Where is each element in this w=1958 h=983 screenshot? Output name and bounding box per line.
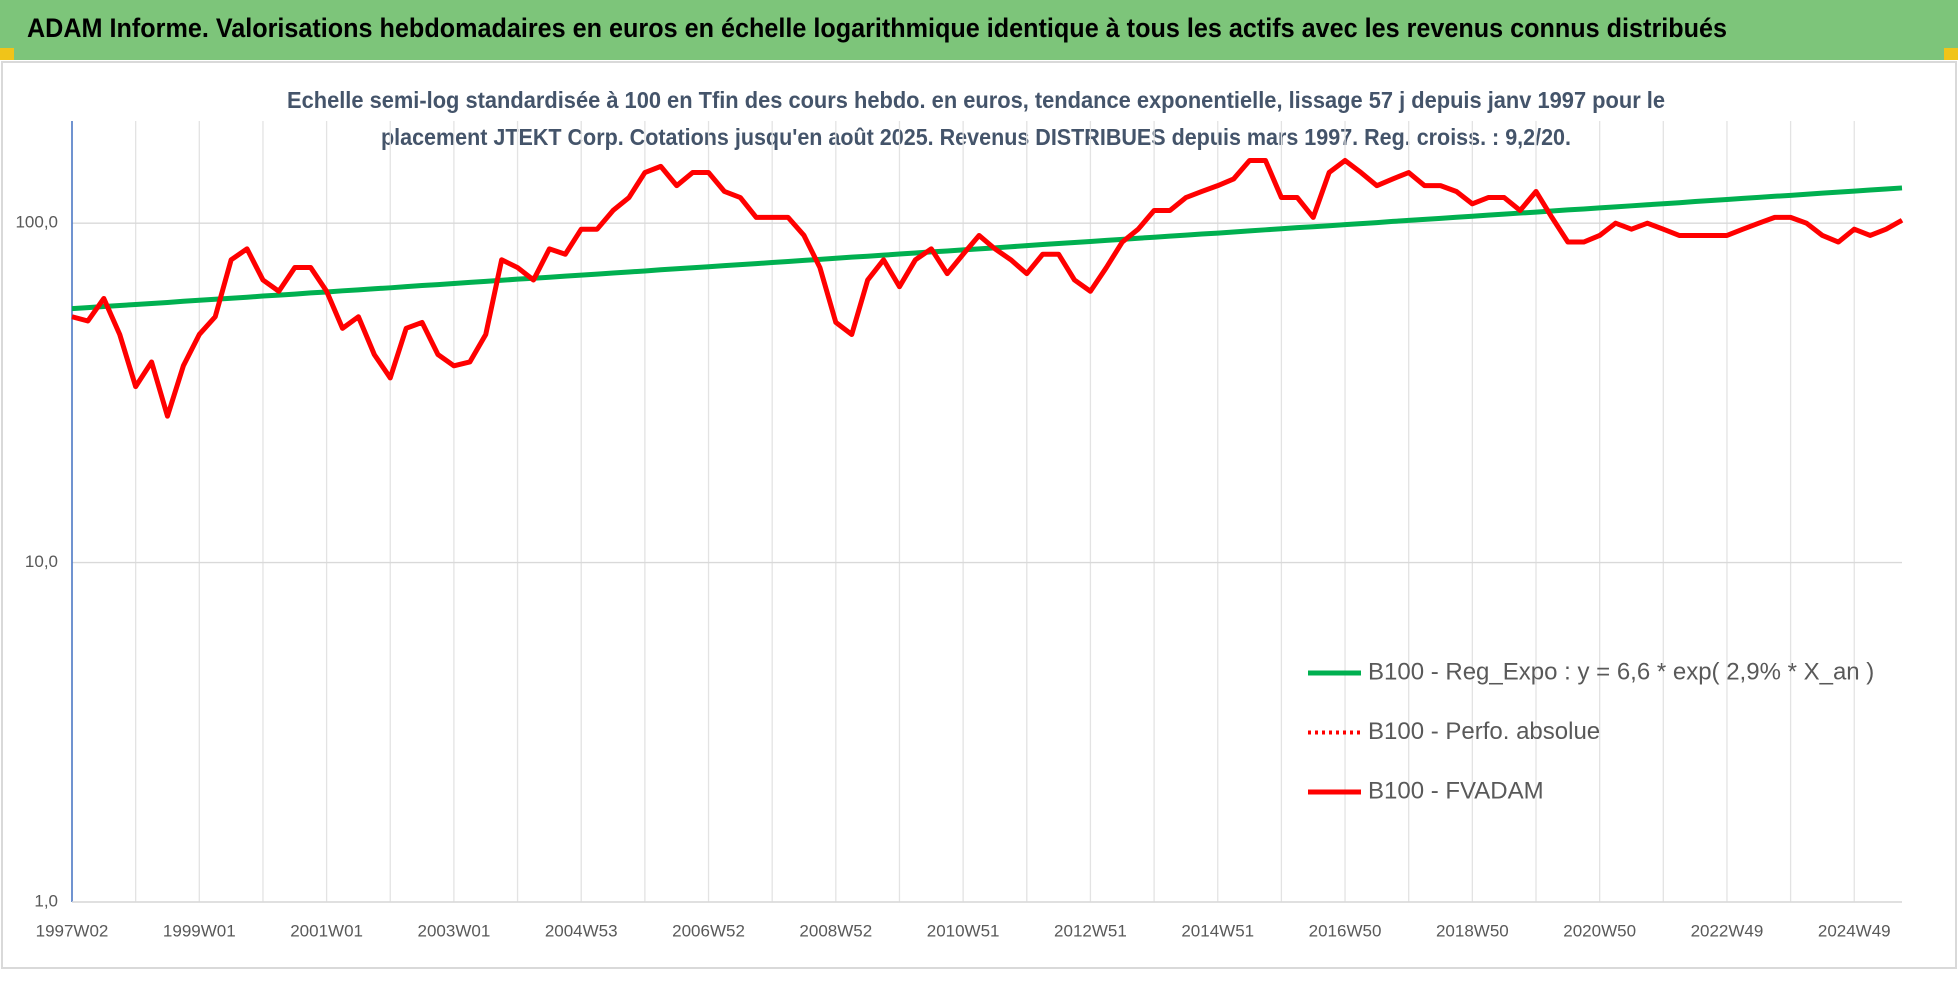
x-tick-label: 2004W53: [545, 921, 618, 940]
x-tick-label: 2020W50: [1563, 921, 1636, 940]
y-tick-label: 1,0: [34, 891, 58, 910]
legend-label: B100 - Perfo. absolue: [1368, 718, 1600, 745]
x-tick-label: 2012W51: [1054, 921, 1127, 940]
x-tick-label: 2008W52: [799, 921, 872, 940]
chart-title: ADAM Informe. Valorisations hebdomadaire…: [27, 13, 1727, 43]
y-tick-label: 10,0: [25, 552, 58, 571]
title-banner: [0, 0, 1958, 60]
legend-label: B100 - FVADAM: [1368, 777, 1544, 804]
x-tick-label: 1999W01: [163, 921, 236, 940]
x-tick-label: 2024W49: [1818, 921, 1891, 940]
corner-mark: [0, 48, 14, 60]
x-tick-label: 2006W52: [672, 921, 745, 940]
x-tick-label: 2010W51: [927, 921, 1000, 940]
x-tick-label: 2016W50: [1309, 921, 1382, 940]
corner-mark: [1944, 48, 1958, 60]
x-tick-label: 2014W51: [1181, 921, 1254, 940]
chart-subtitle: Echelle semi-log standardisée à 100 en T…: [287, 87, 1665, 113]
series-line: [71, 157, 1904, 419]
chart-subtitle: placement JTEKT Corp. Cotations jusqu'en…: [381, 124, 1571, 150]
x-tick-label: 2018W50: [1436, 921, 1509, 940]
x-tick-label: 2003W01: [418, 921, 491, 940]
chart-frame: [1, 61, 1957, 969]
y-tick-label: 100,0: [15, 213, 58, 232]
series-line: [71, 185, 1903, 312]
x-tick-label: 1997W02: [36, 921, 109, 940]
x-tick-label: 2022W49: [1691, 921, 1764, 940]
x-tick-label: 2001W01: [290, 921, 363, 940]
legend-label: B100 - Reg_Expo : y = 6,6 * exp( 2,9% * …: [1368, 658, 1874, 685]
